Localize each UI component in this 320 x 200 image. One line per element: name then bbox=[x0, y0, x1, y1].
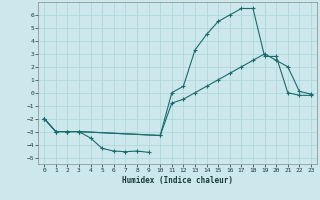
X-axis label: Humidex (Indice chaleur): Humidex (Indice chaleur) bbox=[122, 176, 233, 185]
